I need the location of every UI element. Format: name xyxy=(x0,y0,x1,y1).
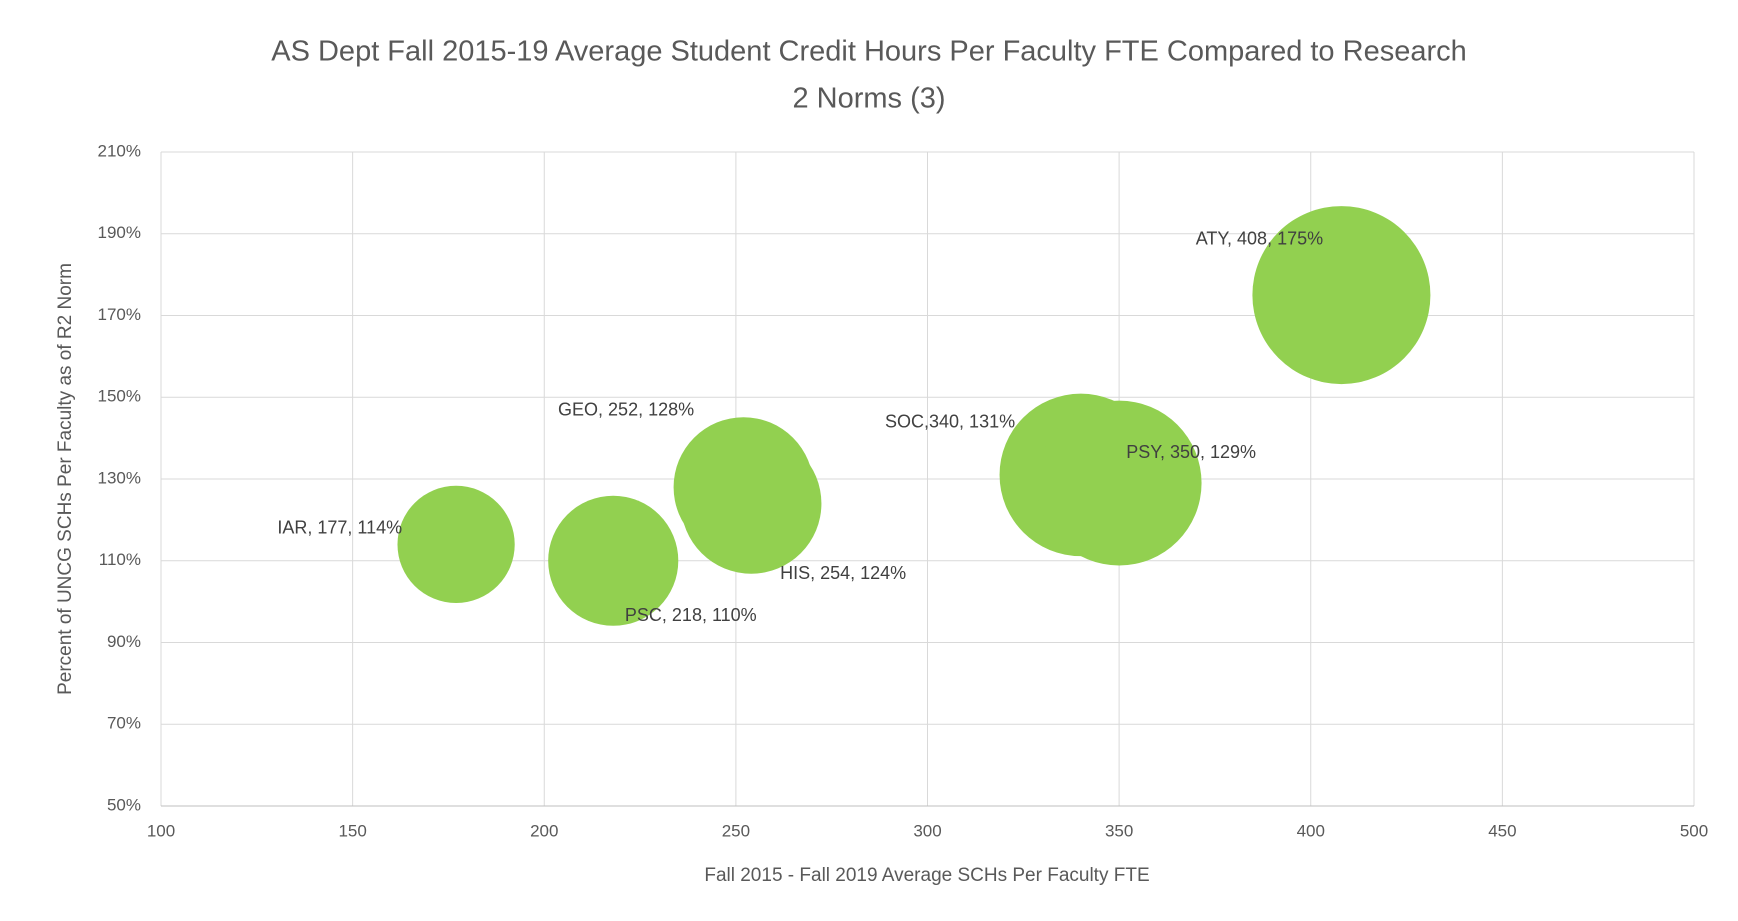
data-label: SOC,340, 131% xyxy=(885,412,1015,432)
bubble xyxy=(397,485,515,604)
y-tick-label: 150% xyxy=(98,387,141,406)
data-label: PSC, 218, 110% xyxy=(625,605,757,625)
chart-title: 2 Norms (3) xyxy=(792,83,945,115)
y-tick-label: 130% xyxy=(98,468,141,487)
x-axis-label: Fall 2015 - Fall 2019 Average SCHs Per F… xyxy=(704,865,1149,886)
y-axis-label: Percent of UNCG SCHs Per Faculty as of R… xyxy=(55,263,76,695)
x-tick-label: 300 xyxy=(913,821,941,840)
x-tick-label: 150 xyxy=(338,821,366,840)
data-label: HIS, 254, 124% xyxy=(780,563,906,583)
y-tick-label: 110% xyxy=(99,550,141,569)
y-tick-label: 210% xyxy=(98,141,141,160)
bubble xyxy=(1036,400,1202,566)
x-tick-label: 450 xyxy=(1488,821,1516,840)
x-tick-label: 350 xyxy=(1105,821,1133,840)
y-tick-label: 50% xyxy=(107,795,141,814)
x-tick-label: 100 xyxy=(147,821,175,840)
x-tick-label: 200 xyxy=(530,821,558,840)
x-tick-label: 250 xyxy=(722,821,750,840)
y-tick-label: 90% xyxy=(107,632,141,651)
data-label: IAR, 177, 114% xyxy=(277,518,402,538)
data-label: PSY, 350, 129% xyxy=(1126,442,1256,462)
y-tick-label: 170% xyxy=(98,305,141,324)
data-label: ATY, 408, 175% xyxy=(1196,228,1323,248)
bubble xyxy=(680,433,822,574)
x-tick-label: 500 xyxy=(1680,821,1708,840)
y-tick-label: 190% xyxy=(98,223,141,242)
y-tick-label: 70% xyxy=(107,714,141,733)
data-label: GEO, 252, 128% xyxy=(558,399,694,419)
chart-title: AS Dept Fall 2015-19 Average Student Cre… xyxy=(271,36,1467,68)
bubble xyxy=(1252,206,1431,385)
bubble xyxy=(548,495,679,626)
x-tick-label: 400 xyxy=(1297,821,1325,840)
